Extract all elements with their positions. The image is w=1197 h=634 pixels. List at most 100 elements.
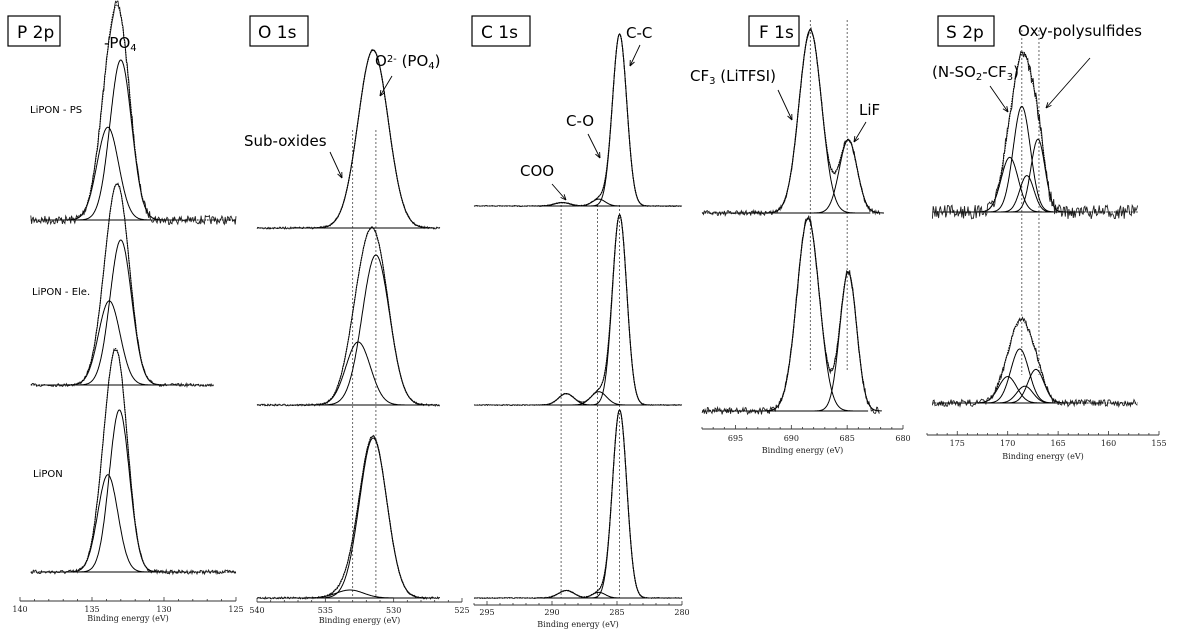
measured-spectrum [256, 226, 441, 407]
annotation-n-so2-cf3-part: -CF [982, 63, 1007, 81]
series-1 [473, 33, 683, 208]
arrow-cf3 [777, 89, 793, 121]
fit-envelope [257, 227, 440, 406]
panel-title-box [937, 15, 995, 47]
fit-envelope [702, 29, 880, 214]
measured-spectrum [30, 348, 237, 576]
annotation-n-so2-cf3: (N-SO2-CF3) [932, 63, 1019, 83]
panel-s-2p: S 2p 175 170 165 160 155 Binding energy (eV) [926, 15, 1167, 461]
fit-envelope [257, 435, 440, 599]
x-tick-label: 155 [1151, 439, 1166, 448]
measured-spectrum [931, 316, 1138, 408]
measured-spectrum [30, 182, 214, 389]
annotation-o2-po4-part: O [375, 52, 387, 70]
arrow-lif [853, 121, 867, 143]
annotation-c-c: C-C [626, 24, 652, 42]
arrow-cf3-head [787, 113, 793, 121]
component-peak [572, 198, 625, 207]
component-peak [308, 341, 408, 406]
x-tick-label: 525 [454, 606, 469, 615]
x-tick-label: 165 [1050, 439, 1065, 448]
component-peak [66, 300, 153, 386]
panel-title: F 1s [759, 23, 794, 43]
x-tick-label: 295 [479, 608, 494, 617]
annotation-n-so2-cf3-part: 3 [1007, 72, 1013, 83]
component-peak [992, 385, 1058, 404]
arrow-coo-head [560, 194, 567, 201]
x-tick-label: 690 [784, 434, 799, 443]
arrow-oxy [1045, 57, 1091, 109]
measured-spectrum [473, 213, 683, 407]
fit-envelope [30, 347, 236, 573]
x-axis-label: Binding energy (eV) [1002, 452, 1083, 461]
fit-envelope [932, 318, 1138, 404]
panel-p-2p: P 2p 140 135 130 125 Binding energy (eV) LiPON… [7, 0, 244, 623]
fit-envelope [257, 49, 440, 229]
annotation-o2-po4-part: 4 [428, 61, 434, 72]
arrow-coo [551, 183, 567, 201]
x-axis-label: Binding energy (eV) [319, 616, 400, 625]
annotation-oxy-polysulfides-part: Oxy-polysulfides [1018, 22, 1142, 40]
x-tick-label: 535 [318, 606, 333, 615]
x-tick-label: 280 [674, 608, 689, 617]
x-tick-label: 540 [249, 606, 264, 615]
x-tick-label: 290 [544, 608, 559, 617]
component-peak [987, 105, 1057, 213]
x-tick-label: 530 [386, 606, 401, 615]
annotation-sub-oxides-part: Sub-oxides [244, 132, 327, 150]
arrow-o2 [379, 75, 393, 97]
annotation-o2-po4-part: ) [435, 52, 441, 70]
annotation-oxy-polysulfides: Oxy-polysulfides [1018, 22, 1142, 40]
measured-spectrum [30, 0, 237, 226]
annotation-n-so2-cf3-part: (N-SO [932, 63, 976, 81]
series-label: LiPON - Ele. [32, 287, 90, 298]
arrow-o2-head [379, 89, 386, 97]
x-tick-label: 680 [895, 434, 910, 443]
arrow-c-c-head [629, 59, 635, 67]
series-2 [701, 215, 882, 416]
series-1 [931, 50, 1139, 220]
annotation-c-o-part: C-O [566, 112, 594, 130]
measured-spectrum [931, 50, 1139, 220]
annotation-lif: LiF [859, 101, 880, 119]
annotation-lif-part: LiF [859, 101, 880, 119]
fit-envelope [474, 409, 682, 599]
component-peak [983, 348, 1057, 404]
fit-envelope [474, 213, 682, 406]
x-tick-label: 685 [840, 434, 855, 443]
arrow-c-o-head [595, 151, 601, 159]
series-1 [256, 48, 441, 230]
arrow-oxy-head [1045, 102, 1052, 109]
annotation-cf3-part: CF [690, 67, 709, 85]
annotation-sub-oxides: Sub-oxides [244, 132, 327, 150]
component-peak [812, 139, 884, 214]
series-label: LiPON - PS [30, 105, 82, 116]
panel-f-1s: F 1s 695 690 685 680 Binding energy (eV) [701, 15, 911, 455]
arrow-lif-head [853, 135, 860, 143]
panel-title: P 2p [17, 23, 54, 43]
annotation-o2-po4-part: (PO [397, 52, 428, 70]
annotation-c-o: C-O [566, 112, 594, 130]
x-axis-label: Binding energy (eV) [537, 620, 618, 629]
annotation-po4-part: 4 [130, 43, 136, 54]
component-peak [313, 49, 434, 229]
component-peak [814, 271, 882, 412]
panel-title-box [748, 15, 800, 47]
component-peak [975, 156, 1044, 213]
annotation-coo: COO [520, 162, 554, 180]
component-peak [998, 175, 1056, 213]
annotation-c-c-part: C-C [626, 24, 652, 42]
series-2 [256, 226, 441, 407]
fit-envelope [932, 51, 1138, 213]
annotation-n-so2-cf3-part: 2 [976, 72, 982, 83]
series-2 [30, 182, 214, 389]
x-tick-label: 285 [609, 608, 624, 617]
series-2 [931, 316, 1138, 408]
annotation-cf3-part: (LiTFSI) [715, 67, 775, 85]
arrow-n-so2-head [1002, 106, 1009, 113]
x-tick-label: 125 [228, 605, 243, 614]
series-3 [473, 409, 683, 600]
series-1 [701, 26, 884, 217]
annotation-o2-po4-part: 2- [387, 54, 397, 65]
annotation-cf3-part: 3 [709, 76, 715, 87]
